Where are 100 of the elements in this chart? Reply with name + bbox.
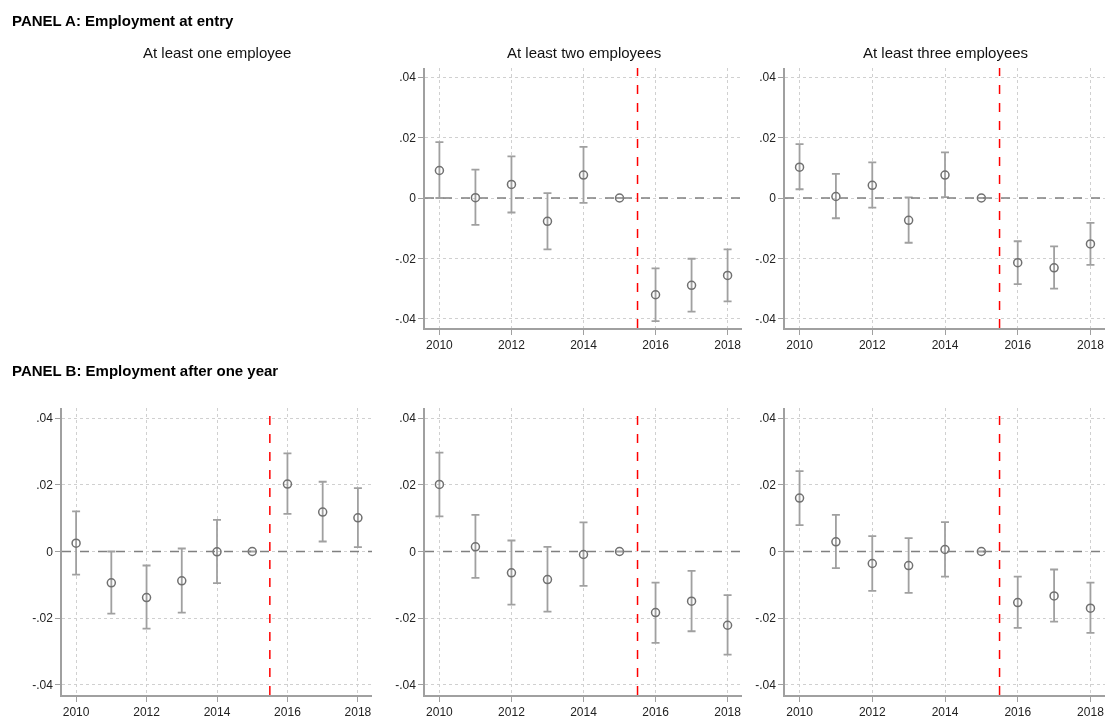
- x-tick-label: 2010: [426, 705, 454, 720]
- y-tick-label: .02: [399, 477, 417, 492]
- text: PANEL B: Employment after one year: [12, 362, 279, 379]
- y-tick-label: -.02: [755, 611, 777, 626]
- y-tick-label: .04: [759, 411, 777, 426]
- y-tick-label: -.04: [755, 312, 777, 327]
- point: [71, 538, 81, 548]
- x-tick-label: 2016: [642, 338, 670, 353]
- x-tick-label: 2010: [426, 338, 454, 353]
- x-tick-label: 2016: [642, 705, 670, 720]
- point: [722, 270, 733, 281]
- point: [794, 162, 805, 172]
- y-tick-label: 0: [46, 544, 54, 559]
- point: [578, 549, 589, 560]
- x-tick-label: 2018: [714, 705, 742, 720]
- y-tick-label: .04: [36, 411, 54, 426]
- y-tick-label: -.02: [32, 611, 54, 626]
- y-tick-label: -.04: [755, 678, 777, 693]
- y-tick-label: .04: [399, 70, 417, 85]
- point: [976, 546, 987, 557]
- y-tick-label: 0: [409, 544, 417, 559]
- point: [247, 546, 257, 557]
- y-tick-label: .02: [759, 477, 777, 492]
- point: [1012, 597, 1023, 608]
- point: [212, 547, 222, 557]
- x-tick-label: 2018: [714, 338, 742, 353]
- x-tick-label: 2010: [786, 705, 814, 720]
- point: [353, 513, 363, 523]
- point: [1085, 239, 1096, 249]
- point: [831, 537, 841, 547]
- point: [831, 191, 841, 202]
- y-tick-label: .04: [399, 411, 417, 426]
- point: [542, 216, 553, 227]
- x-tick-label: 2012: [498, 705, 526, 720]
- y-tick-label: 0: [769, 544, 777, 559]
- y-tick-label: -.04: [32, 678, 54, 693]
- point: [794, 493, 805, 503]
- point: [1049, 591, 1059, 601]
- point: [434, 165, 445, 176]
- x-tick-label: 2010: [786, 338, 814, 353]
- point: [506, 179, 517, 190]
- y-tick-label: -.04: [395, 678, 417, 693]
- x-tick-label: 2016: [274, 705, 302, 720]
- y-tick-label: -.02: [395, 611, 417, 626]
- x-tick-label: 2014: [203, 705, 231, 720]
- x-tick-label: 2016: [1004, 705, 1032, 720]
- point: [317, 507, 328, 517]
- x-tick-label: 2014: [931, 338, 959, 353]
- point: [1049, 263, 1059, 273]
- point: [976, 193, 987, 203]
- text: PANEL A: Employment at entry: [12, 12, 235, 29]
- y-tick-label: .02: [759, 130, 777, 145]
- y-tick-label: -.04: [395, 312, 417, 327]
- x-tick-label: 2014: [570, 705, 598, 720]
- chart-title: At least three employees: [863, 44, 1029, 61]
- x-tick-label: 2010: [62, 705, 90, 720]
- x-tick-label: 2016: [1004, 338, 1032, 353]
- y-tick-label: .02: [399, 130, 417, 145]
- point: [578, 170, 589, 180]
- x-tick-label: 2012: [133, 705, 161, 720]
- point: [686, 280, 697, 291]
- x-tick-label: 2018: [344, 705, 372, 720]
- y-tick-label: -.02: [755, 251, 777, 266]
- point: [903, 560, 914, 571]
- chart-title: At least one employee: [143, 44, 292, 61]
- point: [470, 542, 481, 552]
- point: [614, 546, 625, 557]
- chart-title: At least two employees: [507, 44, 662, 61]
- point: [141, 592, 152, 603]
- x-tick-label: 2012: [858, 705, 886, 720]
- point: [940, 170, 950, 180]
- point: [650, 607, 661, 618]
- y-tick-label: 0: [409, 191, 417, 206]
- point: [722, 620, 733, 630]
- point: [867, 180, 878, 191]
- y-tick-label: .04: [759, 70, 777, 85]
- point: [1012, 257, 1023, 268]
- point: [282, 479, 293, 489]
- y-tick-label: 0: [769, 191, 777, 206]
- point: [650, 289, 661, 300]
- point: [434, 479, 445, 490]
- point: [940, 544, 950, 555]
- point: [506, 568, 517, 578]
- x-tick-label: 2012: [858, 338, 886, 353]
- point: [177, 576, 187, 586]
- y-tick-label: .02: [36, 477, 54, 492]
- point: [867, 558, 878, 569]
- x-tick-label: 2014: [931, 705, 959, 720]
- x-tick-label: 2018: [1077, 338, 1105, 353]
- y-tick-label: -.02: [395, 251, 417, 266]
- point: [106, 578, 117, 588]
- x-tick-label: 2014: [570, 338, 598, 353]
- point: [1085, 603, 1096, 613]
- point: [903, 215, 914, 226]
- point: [542, 574, 553, 585]
- x-tick-label: 2012: [498, 338, 526, 353]
- point: [686, 596, 697, 606]
- x-tick-label: 2018: [1077, 705, 1105, 720]
- point: [614, 193, 625, 203]
- point: [470, 192, 481, 203]
